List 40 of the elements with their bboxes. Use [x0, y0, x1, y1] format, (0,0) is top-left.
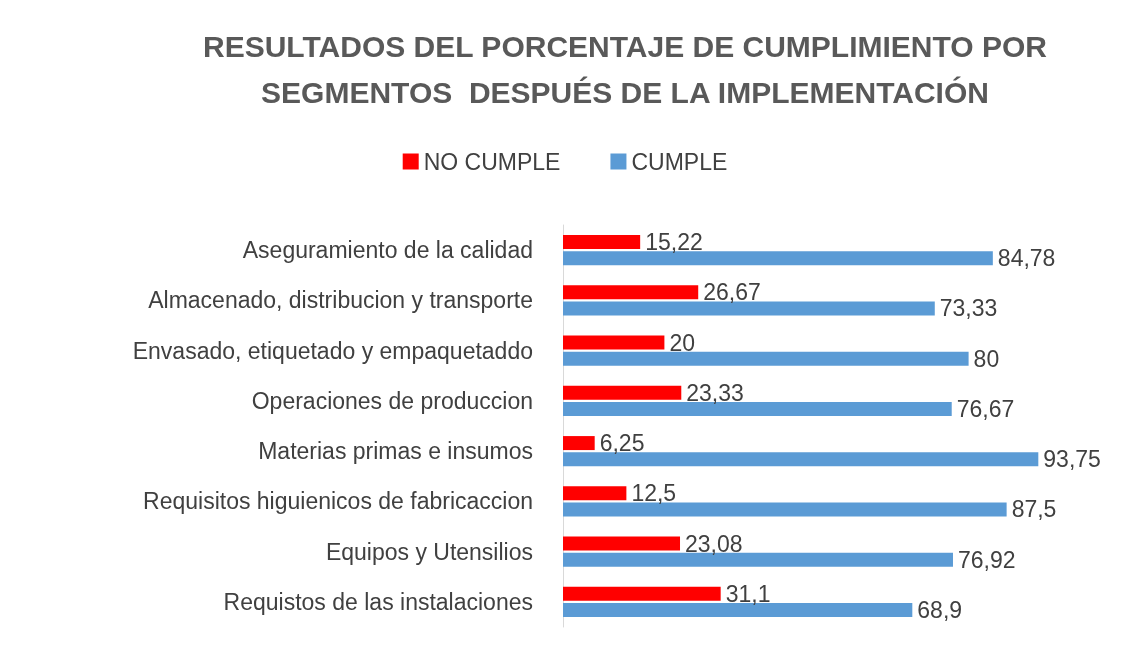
y-tick-label: Equipos y Utensilios [325, 538, 533, 565]
data-label: 68,9 [917, 596, 963, 623]
bar [563, 502, 1007, 517]
y-tick-label: Operaciones de produccion [251, 387, 533, 414]
legend-label: NO CUMPLE [423, 148, 561, 175]
chart-title: RESULTADOS DEL PORCENTAJE DE CUMPLIMIENTO POR SEGMENTOS DESPUÉS DE LA IMPLEMENTACIÓN [203, 29, 1048, 109]
data-label: 6,25 [599, 430, 645, 457]
data-label: 76,92 [957, 546, 1016, 573]
data-label: 20 [669, 329, 695, 356]
data-label: 76,67 [956, 395, 1015, 422]
bar [563, 536, 681, 551]
y-tick-label: Almacenado, distribucion y transporte [148, 287, 533, 314]
bar [563, 285, 699, 300]
data-label: 31,1 [725, 580, 771, 607]
bar [563, 335, 665, 350]
bar [563, 486, 627, 501]
bar [563, 251, 993, 266]
bar [563, 586, 721, 601]
data-label: 23,08 [685, 530, 743, 557]
data-label: 73,33 [939, 295, 998, 322]
legend-label: CUMPLE [631, 148, 728, 175]
data-label: 93,75 [1043, 446, 1101, 473]
data-label: 23,33 [686, 379, 744, 406]
y-tick-label: Aseguramiento de la calidad [242, 237, 533, 264]
data-label: 26,67 [703, 279, 761, 306]
y-tick-label: Requistos de las instalaciones [223, 588, 533, 615]
bar [563, 301, 935, 316]
data-label: 15,22 [645, 229, 703, 256]
bar [563, 235, 641, 250]
bar [563, 351, 969, 366]
data-label: 87,5 [1011, 496, 1057, 523]
bar [563, 452, 1039, 467]
y-tick-label: Envasado, etiquetado y empaquetaddo [132, 337, 533, 364]
data-label: 84,78 [997, 245, 1056, 272]
y-tick-label: Requisitos higuienicos de fabricaccion [143, 488, 533, 515]
bar [563, 385, 682, 400]
y-tick-label: Materias primas e insumos [258, 438, 533, 465]
data-label: 12,5 [631, 480, 677, 507]
data-label: 80 [973, 345, 1000, 372]
bar [563, 436, 595, 451]
